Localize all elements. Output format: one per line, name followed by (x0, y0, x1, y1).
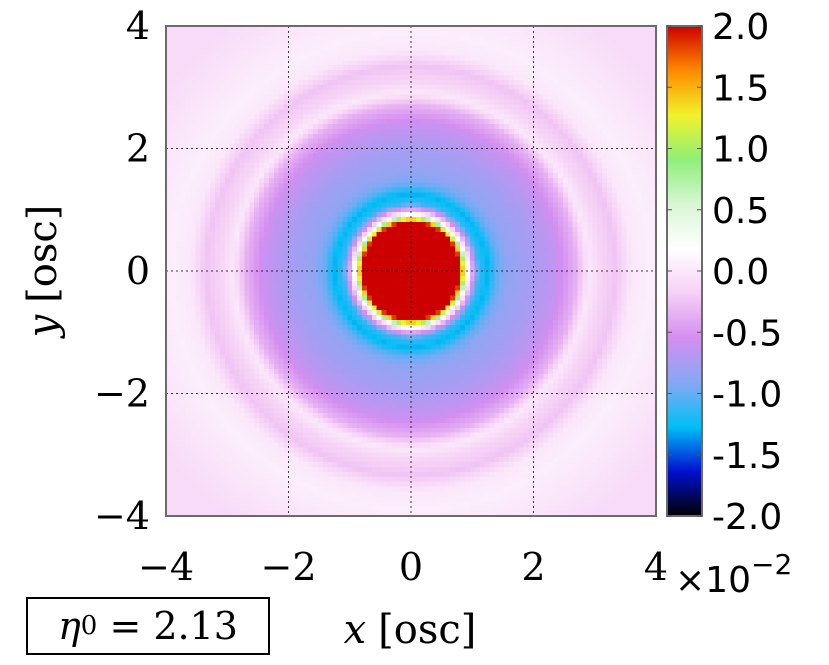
colorbar-tick-label: -2.0 (712, 497, 782, 538)
y-tick-label: −2 (94, 372, 150, 416)
colorbar-multiplier: ×10−2 (675, 548, 792, 601)
x-tick-label: 2 (521, 545, 545, 589)
x-tick-label: −4 (138, 545, 194, 589)
colorbar (666, 25, 703, 517)
grid-lines (166, 26, 656, 516)
parameter-subscript: 0 (80, 611, 98, 641)
x-tick-label: −2 (260, 545, 316, 589)
y-tick-label: 2 (126, 127, 150, 171)
colorbar-tick-labels: 2.0 1.5 1.0 0.5 0.0 -0.5 -1.0 -1.5 -2.0 (667, 7, 782, 538)
x-tick-label: 4 (644, 545, 668, 589)
y-tick-label: 4 (126, 4, 150, 48)
colorbar-tick-label: -0.5 (712, 313, 782, 354)
x-axis-label: x [osc] (344, 607, 477, 653)
y-tick-labels: 4 2 0 −2 −4 (94, 4, 150, 538)
colorbar-tick-label: 2.0 (712, 7, 769, 48)
y-tick-label: −4 (94, 494, 150, 538)
x-tick-label: 0 (399, 545, 423, 589)
plot-frame (165, 25, 657, 517)
parameter-value: = 2.13 (109, 604, 238, 648)
colorbar-tick-label: -1.5 (712, 436, 782, 477)
y-tick-label: 0 (126, 249, 150, 293)
y-axis-label: y[osc] (20, 205, 66, 340)
colorbar-tick-label: 0.0 (712, 252, 769, 293)
x-tick-labels: −4 −2 0 2 4 (138, 545, 668, 589)
colorbar-tick-label: 1.5 (712, 68, 769, 109)
parameter-symbol: η (58, 604, 81, 648)
colorbar-tick-label: 0.5 (712, 191, 769, 232)
colorbar-tick-label: -1.0 (712, 375, 782, 416)
colorbar-tick-label: 1.0 (712, 130, 769, 171)
